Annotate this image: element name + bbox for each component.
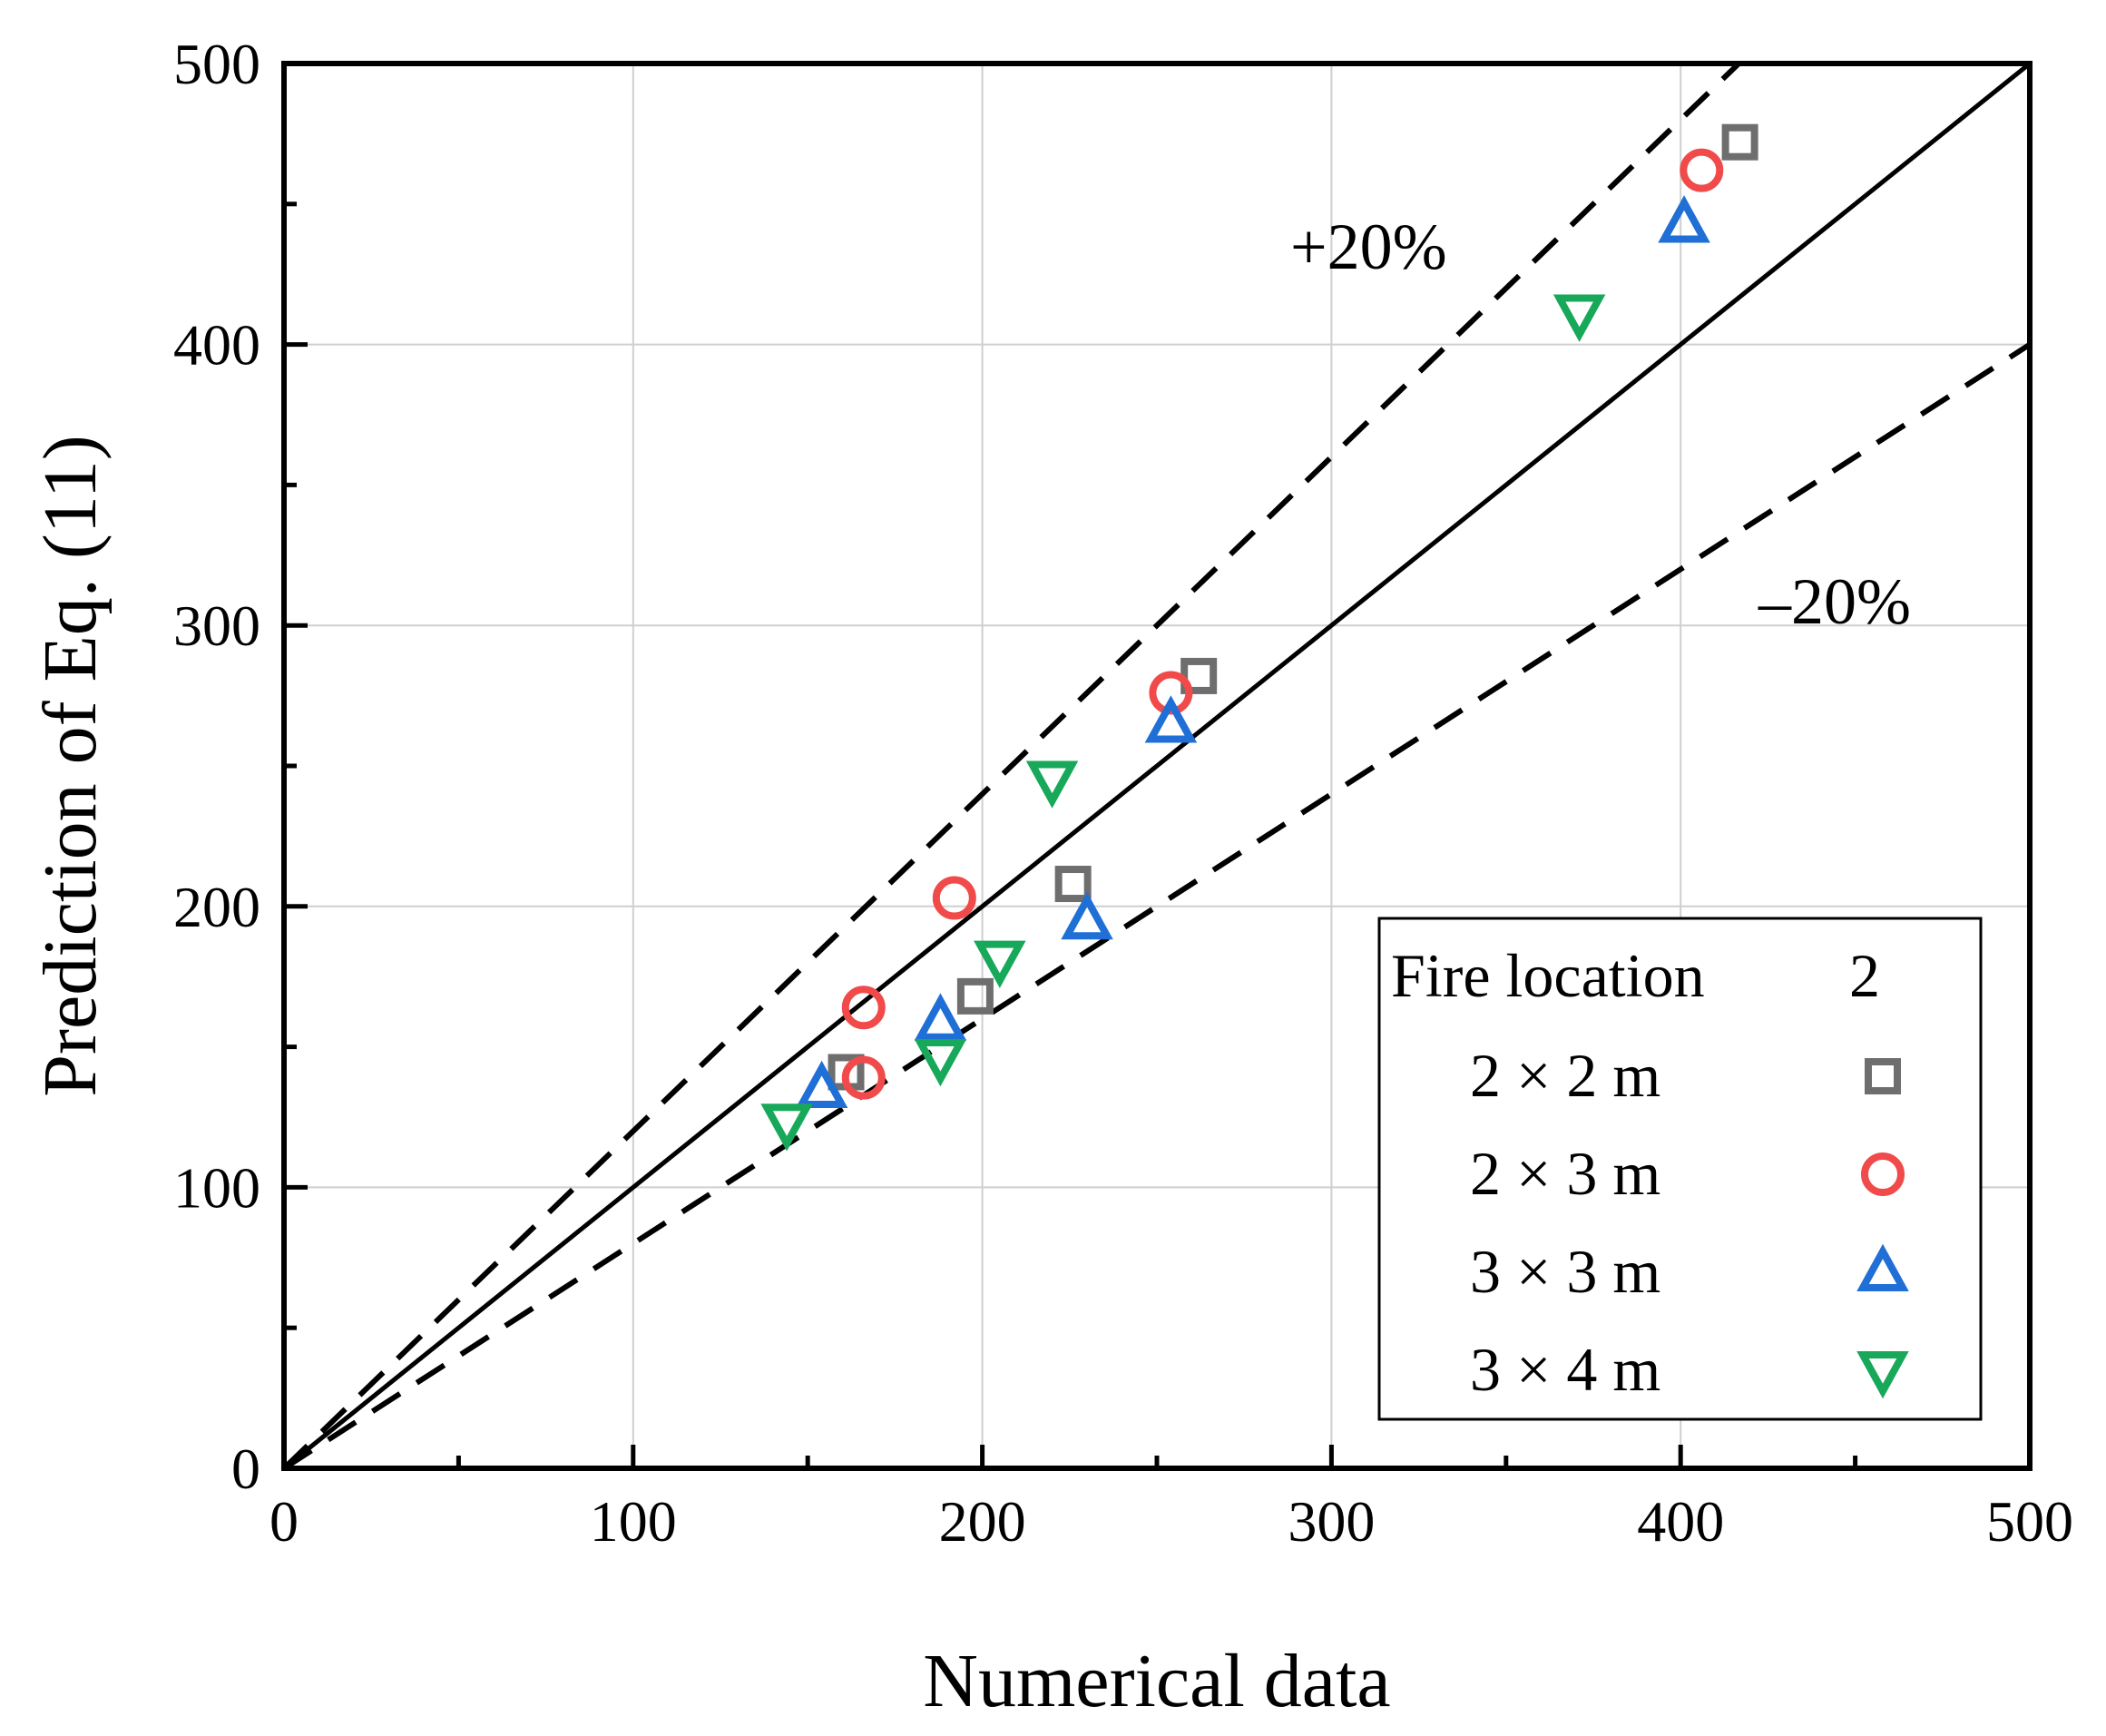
legend-box bbox=[1377, 917, 1983, 1421]
y-axis-title: Prediction of Eq. (11) bbox=[28, 435, 113, 1096]
x-tick-label: 300 bbox=[1288, 1489, 1375, 1554]
legend: Fire location 2 2 × 2 m 2 × 3 m 3 × 3 m … bbox=[1377, 917, 1983, 1421]
data-point-2x3 bbox=[841, 1055, 886, 1100]
data-markers bbox=[760, 123, 1758, 1152]
data-point-2x3 bbox=[1680, 148, 1724, 192]
data-point-2x3 bbox=[1149, 671, 1193, 715]
y-tick-label: 200 bbox=[173, 875, 260, 939]
reference-lines bbox=[284, 64, 2030, 1468]
data-point-2x2 bbox=[1721, 123, 1758, 161]
legend-marker-2x3 bbox=[1861, 1152, 1905, 1196]
data-point-2x2 bbox=[956, 977, 994, 1015]
x-tick-label: 0 bbox=[269, 1489, 299, 1554]
data-point-3x4 bbox=[974, 940, 1026, 988]
x-tick-label: 100 bbox=[590, 1489, 677, 1554]
parity-line bbox=[284, 64, 2030, 1468]
data-point-3x3 bbox=[1144, 695, 1198, 743]
tick-labels: 0 100 200 300 400 500 0 100 200 300 400 500 bbox=[173, 32, 2073, 1554]
legend-markers bbox=[1856, 1058, 1909, 1399]
y-tick-label: 500 bbox=[173, 32, 260, 96]
x-tick-label: 400 bbox=[1637, 1489, 1724, 1554]
x-axis-title: Numerical data bbox=[923, 1639, 1390, 1723]
legend-marker-2x2 bbox=[1865, 1058, 1901, 1094]
y-tick-label: 0 bbox=[231, 1437, 260, 1501]
legend-label-3x4: 3 × 4 m bbox=[1470, 1335, 1660, 1404]
data-point-3x4 bbox=[914, 1038, 967, 1087]
tolerance-line bbox=[284, 64, 1743, 1468]
tolerance-line bbox=[284, 342, 2030, 1468]
data-point-2x3 bbox=[841, 986, 886, 1030]
data-point-3x3 bbox=[914, 993, 967, 1041]
legend-title: Fire location bbox=[1391, 941, 1705, 1010]
data-point-3x4 bbox=[760, 1103, 813, 1152]
y-tick-label: 300 bbox=[173, 593, 260, 658]
legend-title-value: 2 bbox=[1849, 941, 1880, 1010]
data-point-3x4 bbox=[1025, 760, 1079, 809]
data-point-3x3 bbox=[1061, 891, 1113, 940]
data-point-2x3 bbox=[932, 876, 976, 920]
x-tick-label: 500 bbox=[1986, 1489, 2073, 1554]
data-point-2x2 bbox=[1054, 866, 1092, 903]
x-tick-label: 200 bbox=[939, 1489, 1026, 1554]
plus-20-label: +20% bbox=[1290, 211, 1447, 283]
axis-ticks bbox=[281, 61, 2033, 1471]
legend-marker-3x3 bbox=[1856, 1243, 1909, 1291]
legend-label-2x2: 2 × 2 m bbox=[1470, 1041, 1660, 1110]
minus-20-label: –20% bbox=[1758, 565, 1911, 638]
y-tick-label: 100 bbox=[173, 1155, 260, 1220]
data-point-3x3 bbox=[1658, 195, 1710, 243]
legend-marker-3x4 bbox=[1856, 1351, 1909, 1399]
legend-label-3x3: 3 × 3 m bbox=[1470, 1237, 1660, 1306]
y-tick-label: 400 bbox=[173, 313, 260, 378]
data-point-3x3 bbox=[795, 1060, 848, 1109]
data-point-3x4 bbox=[1553, 294, 1606, 342]
legend-label-2x3: 2 × 3 m bbox=[1470, 1139, 1660, 1208]
